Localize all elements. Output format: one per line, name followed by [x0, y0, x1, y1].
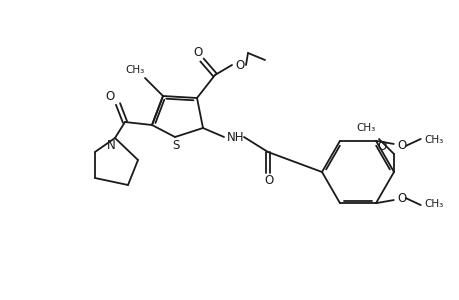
Text: O: O [193, 46, 202, 59]
Text: NH: NH [227, 130, 244, 143]
Text: CH₃: CH₃ [423, 135, 442, 145]
Text: O: O [396, 140, 405, 152]
Text: O: O [105, 89, 114, 103]
Text: O: O [235, 58, 244, 71]
Text: O: O [396, 192, 405, 205]
Text: O: O [264, 175, 273, 188]
Text: O: O [376, 140, 386, 152]
Text: CH₃: CH₃ [423, 199, 442, 209]
Text: CH₃: CH₃ [356, 123, 375, 133]
Text: N: N [106, 139, 115, 152]
Text: CH₃: CH₃ [125, 65, 144, 75]
Text: S: S [172, 139, 179, 152]
